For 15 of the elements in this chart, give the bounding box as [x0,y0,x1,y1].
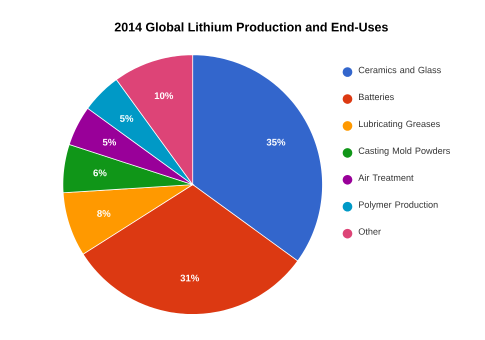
legend-label: Casting Mold Powders [358,147,450,156]
data-label: 5% [120,114,134,122]
data-label: 35% [266,138,286,146]
legend-label: Polymer Production [359,200,438,210]
legend-label: Lubricating Greases [359,120,440,129]
legend-label: Other [358,228,381,235]
legend-label: Batteries [359,93,394,100]
data-label: 5% [102,138,116,146]
legend-label: Ceramics and Glass [358,66,441,74]
legend-label: Air Treatment [358,174,414,181]
data-label: 10% [154,92,174,99]
data-label: 6% [93,169,107,176]
data-label: 8% [97,210,110,217]
chart-title: 2014 Global Lithium Production and End-Uses [114,22,388,32]
data-label: 31% [180,274,200,282]
